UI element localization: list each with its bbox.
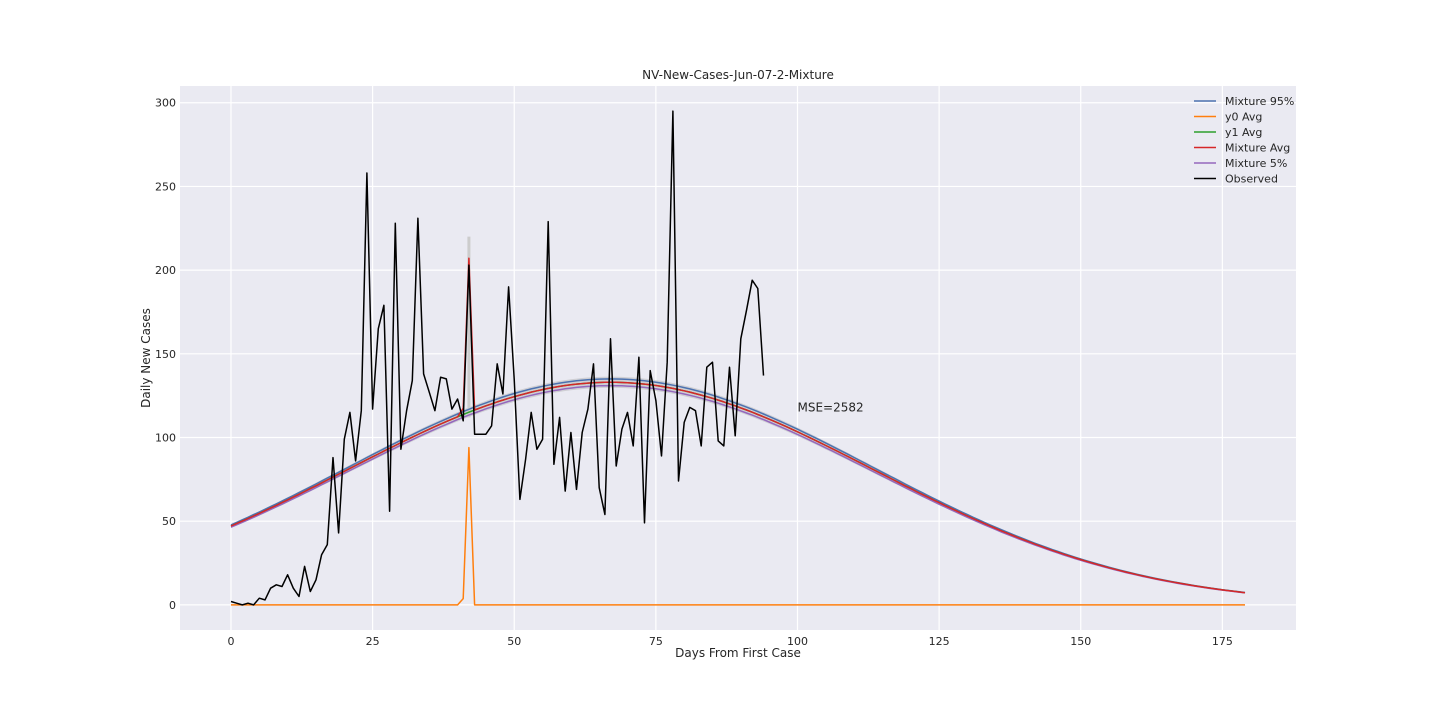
series-lines <box>230 110 1246 606</box>
legend-entry: Mixture Avg <box>1225 142 1290 155</box>
y-tick-label: 300 <box>155 97 176 110</box>
y-tick-label: 100 <box>155 432 176 445</box>
plot-background <box>180 86 1296 630</box>
mse-annotation: MSE=2582 <box>797 400 863 414</box>
x-tick-label: 150 <box>1070 635 1091 648</box>
grid <box>180 86 1296 630</box>
y-tick-label: 250 <box>155 180 176 193</box>
legend-entry: Mixture 5% <box>1225 157 1287 170</box>
y-tick-label: 50 <box>162 515 176 528</box>
x-tick-label: 175 <box>1212 635 1233 648</box>
y-tick-label: 0 <box>169 599 176 612</box>
y-axis-label: Daily New Cases <box>139 308 153 408</box>
chart-title: NV-New-Cases-Jun-07-2-Mixture <box>642 68 834 82</box>
legend-entry: y0 Avg <box>1225 111 1262 124</box>
x-tick-label: 0 <box>227 635 234 648</box>
legend-entry: Observed <box>1225 173 1278 186</box>
x-tick-label: 125 <box>929 635 950 648</box>
y-tick-label: 200 <box>155 264 176 277</box>
tick-labels: 0 25 50 75 100 125 150 175 0 50 100 150 200 250 300 <box>155 97 1233 648</box>
series-line-mixture-avg <box>230 257 1246 594</box>
legend: Mixture 95% y0 Avg y1 Avg Mixture Avg Mixtur… <box>1194 95 1294 186</box>
legend-entry: y1 Avg <box>1225 126 1262 139</box>
x-tick-label: 25 <box>366 635 380 648</box>
series-line-y0-avg <box>231 446 1245 606</box>
x-tick-label: 50 <box>507 635 521 648</box>
legend-entry: Mixture 95% <box>1225 95 1294 108</box>
x-tick-label: 75 <box>649 635 663 648</box>
y-tick-label: 150 <box>155 348 176 361</box>
series-line-observed <box>230 110 765 606</box>
x-tick-label: 100 <box>787 635 808 648</box>
x-axis-label: Days From First Case <box>675 646 801 660</box>
